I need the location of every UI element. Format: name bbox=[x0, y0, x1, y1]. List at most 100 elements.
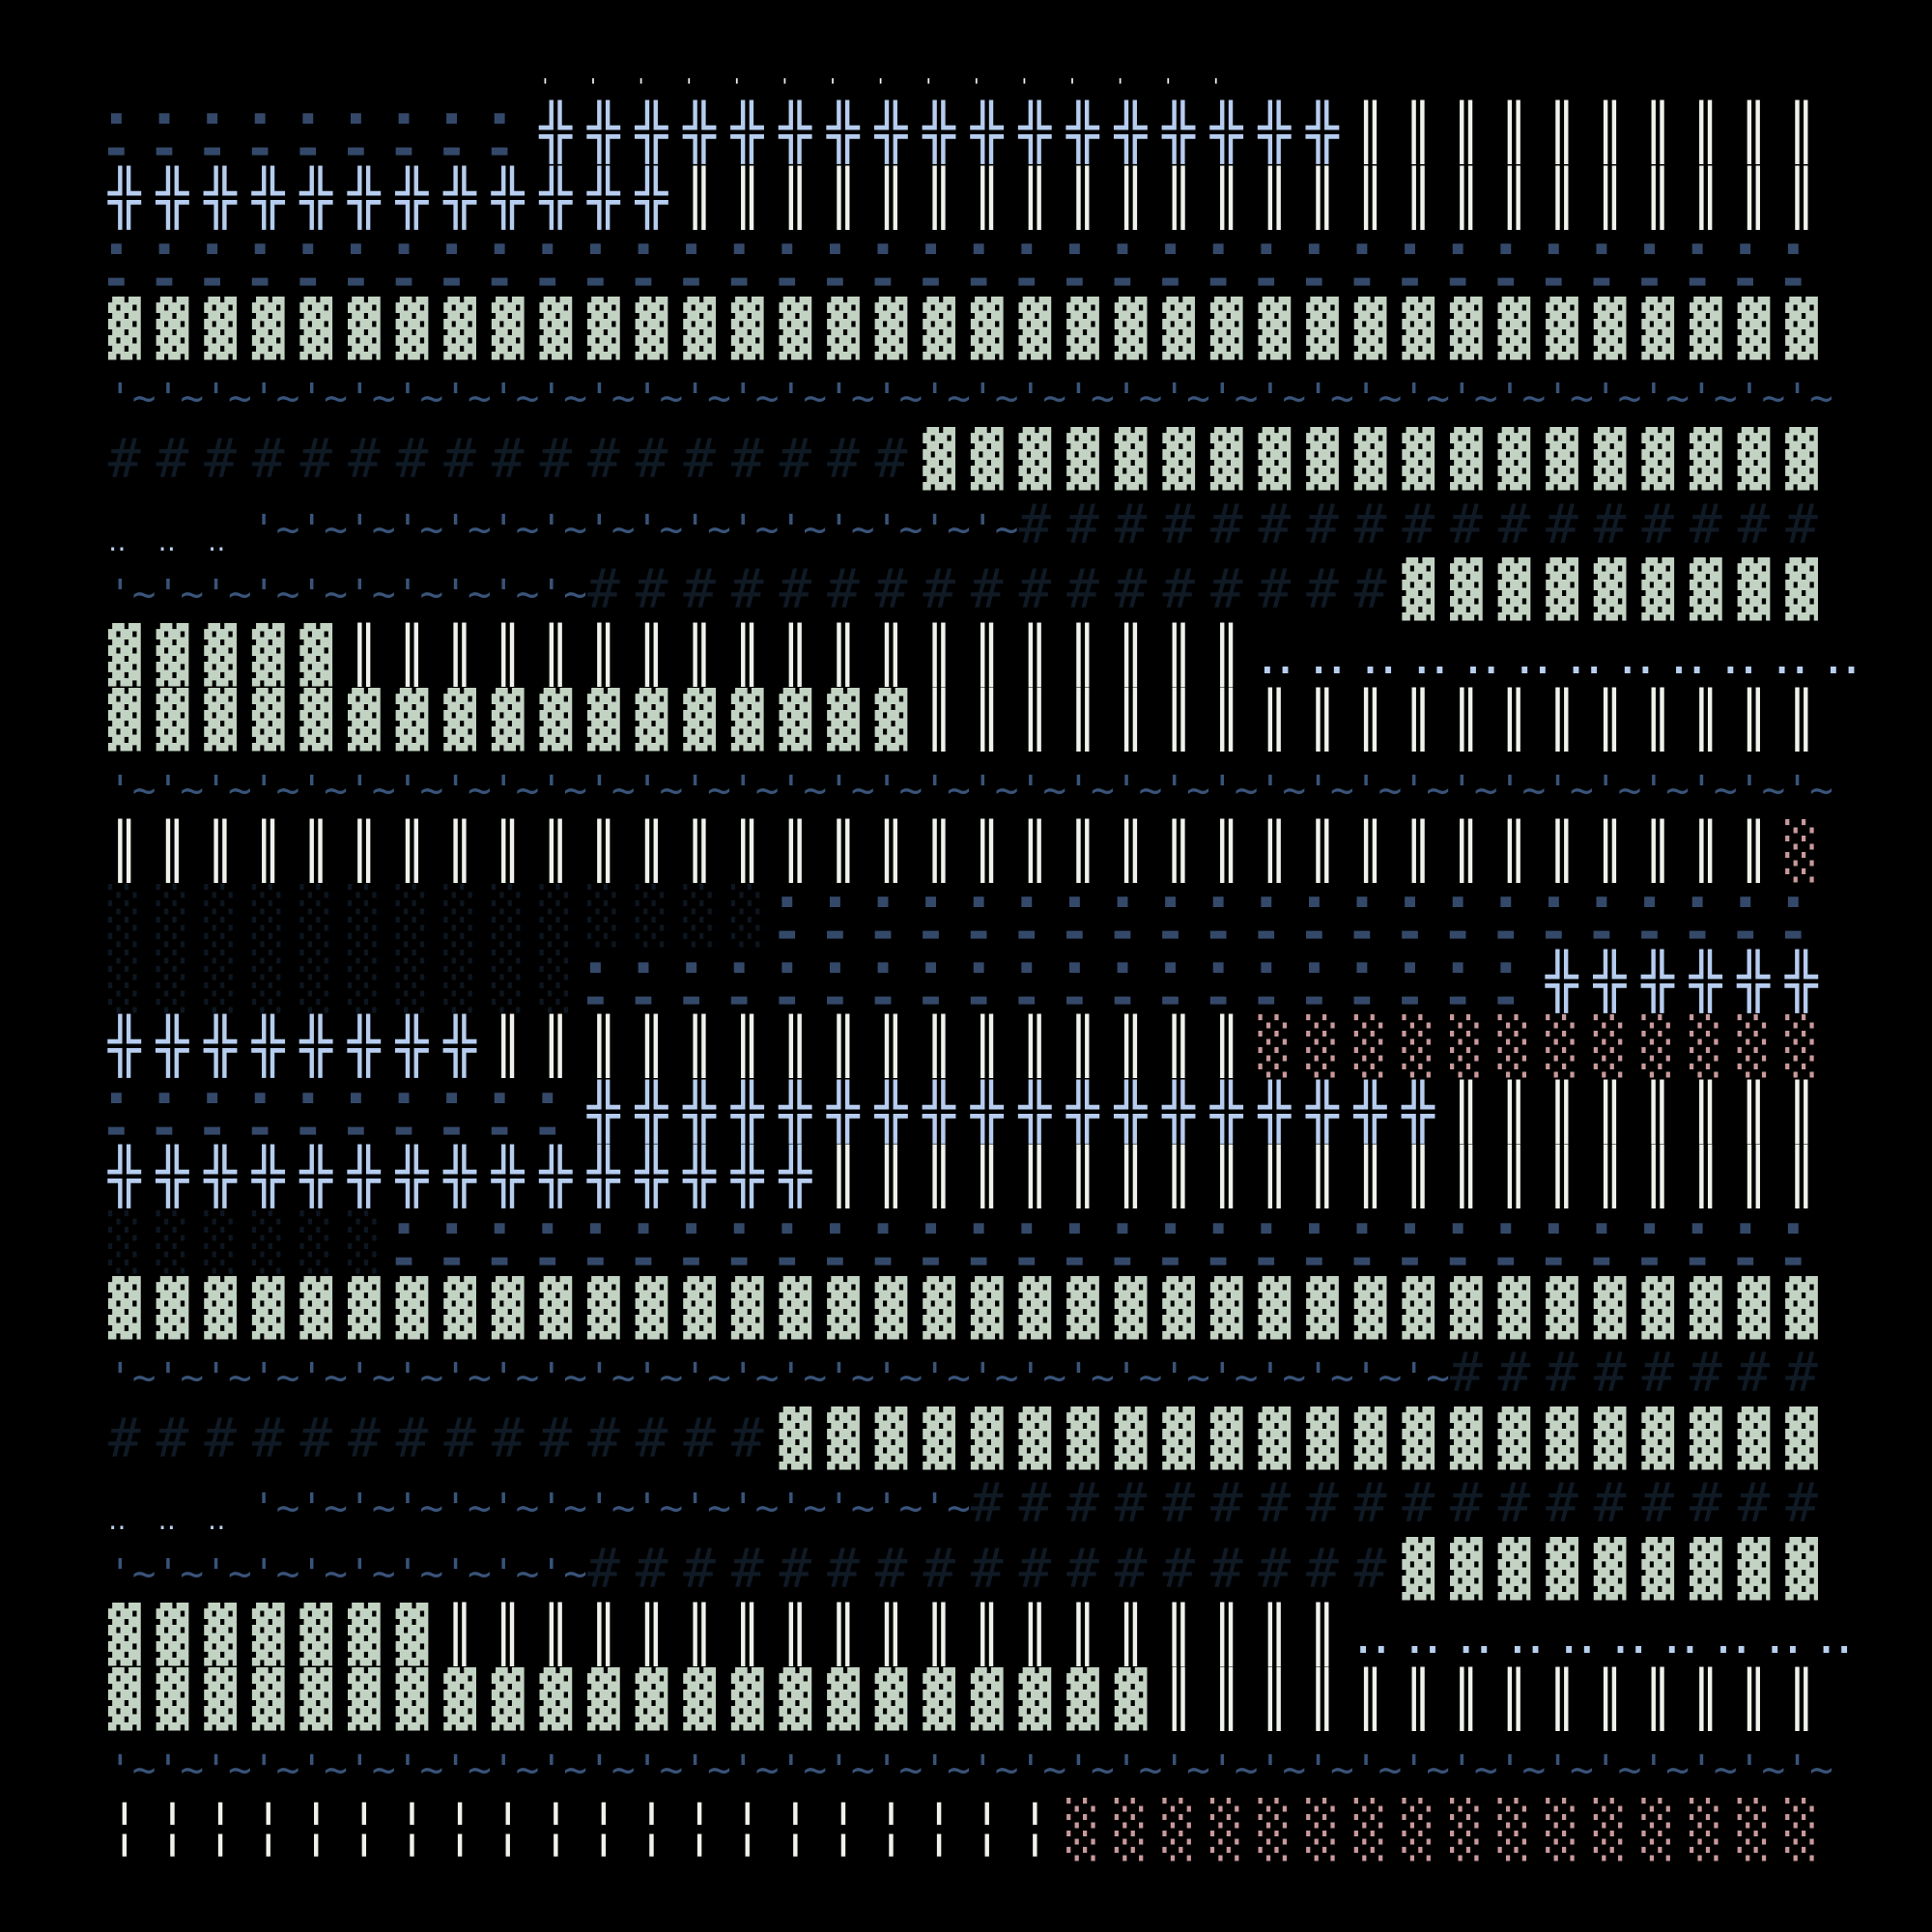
tilde-row: '~'~'~'~'~'~'~'~'~'~'~'~'~'~'~'~########… bbox=[252, 494, 1833, 561]
glyph-run: ╬╬╬╬╬╬╬╬╬╬╬╬ bbox=[108, 167, 684, 230]
glyph-row: ▬▬▬▬▬▬▬▬▬▬▬▬▬▬▬▬▬▬▬▬▬▬ bbox=[779, 917, 1833, 949]
tilde-run: '~'~'~'~'~'~'~'~'~'~'~'~'~'~'~'~'~'~'~'~… bbox=[108, 1747, 1833, 1793]
glyph-run: ╬╬╬╬╬╬╬╬╬╬╬╬╬╬╬╬╬╬ bbox=[587, 1081, 1450, 1144]
tilde-run: '~'~'~'~'~'~'~'~'~'~'~'~'~'~'~'~'~'~'~'~… bbox=[108, 1354, 1451, 1401]
glyph-row: ▬▬▬▬▬▬▬▬▬▬▬▬▬▬▬▬▬▬▬▬▬▬▬▬▬▬▬▬▬▬ bbox=[396, 1243, 1833, 1275]
glyph-run: ╬╬╬╬╬╬╬╬╬╬╬╬╬╬╬ bbox=[108, 1146, 828, 1208]
tilde-row: '~'~'~'~'~'~'~'~'~'~'~'~'~'~'~'~'~'~'~'~… bbox=[108, 1342, 1833, 1409]
glyph-run: ░░░░░░ bbox=[108, 1211, 396, 1274]
glyph-run: ▪▪▪▪▪▪▪▪▪▪ bbox=[108, 1080, 587, 1112]
glyph-row: ▬▬▬▬▬▬▬▬▬▬ bbox=[108, 1113, 587, 1145]
glyph-run: ▬▬▬▬▬▬▬▬▬▬▬▬▬▬▬▬▬▬▬▬▬▬ bbox=[779, 917, 1833, 949]
dots-row: ‥‥‥ bbox=[108, 1504, 257, 1536]
glyph-run: ▓▓▓▓▓ bbox=[108, 624, 349, 687]
tilde-run: '~'~'~'~'~'~'~'~'~'~ bbox=[108, 571, 588, 617]
glyph-row: ░░░░░░░░░░ bbox=[108, 951, 587, 1014]
tilde-run: '~'~'~'~'~'~'~'~'~'~'~'~'~'~'~'~'~'~'~'~… bbox=[108, 767, 1833, 813]
tilde-run: '~'~'~'~'~'~'~'~'~'~'~'~'~'~'~'~'~'~'~'~… bbox=[108, 375, 1833, 421]
glyph-row: ╬╬╬╬╬╬╬╬╬╬╬╬╬╬╬╬╬╬║║║║║║║║ bbox=[587, 1081, 1833, 1145]
glyph-row: ▬▬▬▬▬▬▬▬▬▬▬▬▬▬▬▬▬▬▬▬▬▬▬▬▬▬▬▬▬▬▬▬▬▬▬▬ bbox=[108, 264, 1833, 296]
glyph-row: ╎╎╎╎╎╎╎╎╎╎╎╎╎╎╎╎╎╎╎╎░░░░░░░░░░░░░░░░ bbox=[108, 1799, 1833, 1862]
glyph-run: ▬▬▬▬▬▬▬▬▬▬▬▬▬▬▬▬▬▬▬▬▬▬▬▬▬▬▬▬▬▬▬▬▬▬▬▬ bbox=[108, 264, 1833, 296]
glyph-run: ╬╬╬╬╬╬╬╬╬╬╬╬╬╬╬╬╬ bbox=[539, 101, 1354, 164]
glyph-run: ▪▪▪▪▪▪▪▪▪▪▪▪▪▪▪▪▪▪▪▪▪▪▪▪▪▪▪▪▪▪▪▪▪▪▪▪ bbox=[108, 231, 1833, 263]
glyph-row: ╬╬╬╬╬╬╬╬╬╬╬╬║║║║║║║║║║║║║║║║║║║║║║║║ bbox=[108, 167, 1833, 231]
glyph-run: ║║║║║║║║║║║║║║║║║║║ bbox=[923, 689, 1833, 752]
glyph-run: ‥‥‥ bbox=[108, 1504, 258, 1536]
tilde-row: '~'~'~'~'~'~'~'~'~'~'~'~'~'~'~'~'~'~'~'~… bbox=[108, 362, 1833, 430]
glyph-row: ▓▓▓▓▓▓▓▓▓▓▓▓▓▓▓▓▓▓▓▓▓▓║║║║║║║║║║║║║║ bbox=[108, 1668, 1833, 1732]
glyph-run: ▪▪▪▪▪▪▪▪▪▪▪▪▪▪▪▪▪▪▪▪ bbox=[587, 950, 1546, 981]
glyph-run: ▓▓▓▓▓▓▓▓▓▓▓▓▓▓▓▓▓▓▓▓▓▓▓▓▓▓▓▓▓▓▓▓▓▓▓▓ bbox=[108, 298, 1833, 360]
glyph-row: ╬╬╬╬╬╬╬╬╬╬╬╬╬╬╬║║║║║║║║║║║║║║║║║║║║║ bbox=[108, 1146, 1833, 1209]
glyph-row: ▓▓▓▓▓║║║║║║║║║║║║║║║║║║║‥‥‥‥‥‥‥‥‥‥‥‥ bbox=[108, 624, 1876, 688]
glyph-row: #################▓▓▓▓▓▓▓▓▓▓▓▓▓▓▓▓▓▓▓ bbox=[108, 428, 1833, 492]
glyph-row: ▪▪▪▪▪▪▪▪▪ bbox=[108, 100, 539, 132]
glyph-run: ‥‥‥ bbox=[108, 526, 258, 557]
glyph-row: ▓▓▓▓▓▓▓▓▓▓▓▓▓▓▓▓▓▓▓▓▓▓▓▓▓▓▓▓▓▓▓▓▓▓▓▓ bbox=[108, 298, 1833, 361]
glyph-row: ▓▓▓▓▓▓▓║║║║║║║║║║║║║║║║║║║‥‥‥‥‥‥‥‥‥‥ bbox=[108, 1604, 1868, 1667]
tilde-row: '~'~'~'~'~'~'~'~'~'~'~'~'~'~'~'~'~'~'~'~… bbox=[108, 754, 1833, 822]
glyph-run: ################## bbox=[970, 1472, 1833, 1535]
glyph-run: ################# bbox=[587, 1538, 1403, 1601]
glyph-run: ▬▬▬▬▬▬▬▬▬▬ bbox=[108, 1113, 587, 1145]
glyph-run: ▓▓▓▓▓▓▓▓▓▓▓▓▓▓▓▓▓▓▓ bbox=[923, 428, 1833, 491]
tilde-row: '~'~'~'~'~'~'~'~'~'~'~'~'~'~'~'~'~'~'~'~… bbox=[108, 1734, 1833, 1802]
tilde-run: '~'~'~'~'~'~'~'~'~'~ bbox=[108, 1550, 588, 1597]
glyph-run: ░░░░░░░░░░░░░░░░ bbox=[1066, 1799, 1833, 1861]
glyph-run: ║║║║║║║║║║║║║║║║ bbox=[491, 1015, 1259, 1078]
tilde-run: '~'~'~'~'~'~'~'~'~'~'~'~'~'~'~'~ bbox=[251, 506, 1019, 553]
glyph-run: ▓▓▓▓▓▓▓▓▓ bbox=[1402, 558, 1833, 621]
glyph-run: ░░░░░░░░░░ bbox=[108, 951, 588, 1013]
glyph-row: ▪▪▪▪▪▪▪▪▪▪▪▪▪▪▪▪▪▪▪▪▪▪▪▪▪▪▪▪▪▪▪▪▪▪▪▪ bbox=[108, 231, 1833, 263]
glyph-row: ▬▬▬▬▬▬▬▬▬▬▬▬▬▬▬▬▬▬▬▬ bbox=[587, 982, 1546, 1014]
tilde-row: '~'~'~'~'~'~'~'~'~'~'~'~'~'~'~##########… bbox=[252, 1472, 1833, 1540]
glyph-run: ################# bbox=[108, 428, 923, 491]
glyph-row: ░░░░░░░░░░░░░░ bbox=[108, 885, 779, 949]
glyph-run: ║║║║║║║║║║║║║║ bbox=[1162, 1668, 1833, 1731]
glyph-run: ╬╬╬╬╬╬ bbox=[1546, 951, 1833, 1013]
glyph-row: ╬╬╬╬╬╬╬╬╬╬╬╬╬╬╬╬╬║║║║║║║║║║ bbox=[539, 101, 1833, 165]
glyph-row: ▓▓▓▓▓▓▓▓▓▓▓▓▓▓▓▓▓║║║║║║║║║║║║║║║║║║║ bbox=[108, 689, 1833, 753]
glyph-run: ▓▓▓▓▓▓▓▓▓▓▓▓▓▓▓▓▓▓▓▓▓▓ bbox=[108, 1668, 1163, 1731]
glyph-row: ╬╬╬╬╬╬╬╬║║║║║║║║║║║║║║║║░░░░░░░░░░░░ bbox=[108, 1015, 1833, 1079]
glyph-run: ▬▬▬▬▬▬▬▬▬▬▬▬▬▬▬▬▬▬▬▬ bbox=[587, 982, 1546, 1014]
glyph-row: ░░░░░░ bbox=[108, 1211, 396, 1275]
dots-row: ‥‥‥ bbox=[108, 526, 257, 557]
glyph-run: ▪▪▪▪▪▪▪▪▪▪▪▪▪▪▪▪▪▪▪▪▪▪▪▪▪▪▪▪▪▪ bbox=[395, 1210, 1833, 1242]
glyph-run: ░ bbox=[1785, 820, 1833, 883]
glyph-run: ######## bbox=[1450, 1342, 1833, 1405]
tilde-row: '~'~'~'~'~'~'~'~'~'~#################▓▓▓… bbox=[108, 1538, 1833, 1605]
glyph-row: ▪▪▪▪▪▪▪▪▪▪ bbox=[108, 1080, 587, 1112]
glyph-run: ║║║║║║║║ bbox=[1449, 1081, 1833, 1144]
glyph-row: ╬╬╬╬╬╬ bbox=[1546, 951, 1833, 1014]
glyph-run: ################# bbox=[587, 558, 1403, 621]
glyph-run: ║║║║║║║║║║║║║║║║║║║║║║║║ bbox=[683, 167, 1833, 230]
glyph-run: ▬▬▬▬▬▬▬▬▬ bbox=[108, 133, 540, 165]
tilde-run: '~'~'~'~'~'~'~'~'~'~'~'~'~'~'~ bbox=[251, 1485, 971, 1531]
glyph-row: ▪▪▪▪▪▪▪▪▪▪▪▪▪▪▪▪▪▪▪▪▪▪▪▪▪▪▪▪▪▪ bbox=[396, 1210, 1833, 1242]
glyph-row: ▓▓▓▓▓▓▓▓▓▓▓▓▓▓▓▓▓▓▓▓▓▓▓▓▓▓▓▓▓▓▓▓▓▓▓▓ bbox=[108, 1277, 1833, 1341]
glyph-run: ║║║║║║║║║║║║║║║║║║║║║ bbox=[827, 1146, 1833, 1208]
glyph-run: ''''''''''''''' bbox=[539, 74, 1259, 98]
glyph-run: ▪▪▪▪▪▪▪▪▪▪▪▪▪▪▪▪▪▪▪▪▪▪ bbox=[779, 884, 1833, 916]
glyph-run: ║║║║║║║║║║║║║║║║║║║ bbox=[443, 1604, 1354, 1666]
glyph-run: ▓▓▓▓▓▓▓▓▓ bbox=[1402, 1538, 1833, 1601]
glyph-run: ╎╎╎╎╎╎╎╎╎╎╎╎╎╎╎╎╎╎╎╎ bbox=[108, 1799, 1067, 1861]
glyph-row: ║║║║║║║║║║║║║║║║║║║║║║║║║║║║║║║║║║║░ bbox=[108, 820, 1833, 884]
glyph-run: ‥‥‥‥‥‥‥‥‥‥‥‥ bbox=[1258, 624, 1876, 687]
glyph-run: ▬▬▬▬▬▬▬▬▬▬▬▬▬▬▬▬▬▬▬▬▬▬▬▬▬▬▬▬▬▬ bbox=[395, 1243, 1833, 1275]
glyph-run: ▓▓▓▓▓▓▓▓▓▓▓▓▓▓▓▓▓▓▓▓▓▓ bbox=[779, 1407, 1833, 1470]
glyph-run: ╬╬╬╬╬╬╬╬ bbox=[108, 1015, 492, 1078]
glyph-run: ############## bbox=[108, 1407, 780, 1470]
glyph-run: ################# bbox=[1018, 494, 1833, 556]
glyph-row: ▪▪▪▪▪▪▪▪▪▪▪▪▪▪▪▪▪▪▪▪ bbox=[587, 950, 1546, 981]
glyph-run: ░░░░░░░░░░░░░░ bbox=[108, 885, 780, 948]
glyph-run: ▓▓▓▓▓▓▓▓▓▓▓▓▓▓▓▓▓▓▓▓▓▓▓▓▓▓▓▓▓▓▓▓▓▓▓▓ bbox=[108, 1277, 1833, 1340]
glyph-row: ▬▬▬▬▬▬▬▬▬ bbox=[108, 133, 539, 165]
tilde-row: '~'~'~'~'~'~'~'~'~'~#################▓▓▓… bbox=[108, 558, 1833, 626]
tick-row: ''''''''''''''' bbox=[539, 75, 1258, 98]
glyph-run: ║║║║║║║║║║ bbox=[1353, 101, 1833, 164]
glyph-row: ▪▪▪▪▪▪▪▪▪▪▪▪▪▪▪▪▪▪▪▪▪▪ bbox=[779, 884, 1833, 916]
glyph-run: ░░░░░░░░░░░░ bbox=[1258, 1015, 1833, 1078]
